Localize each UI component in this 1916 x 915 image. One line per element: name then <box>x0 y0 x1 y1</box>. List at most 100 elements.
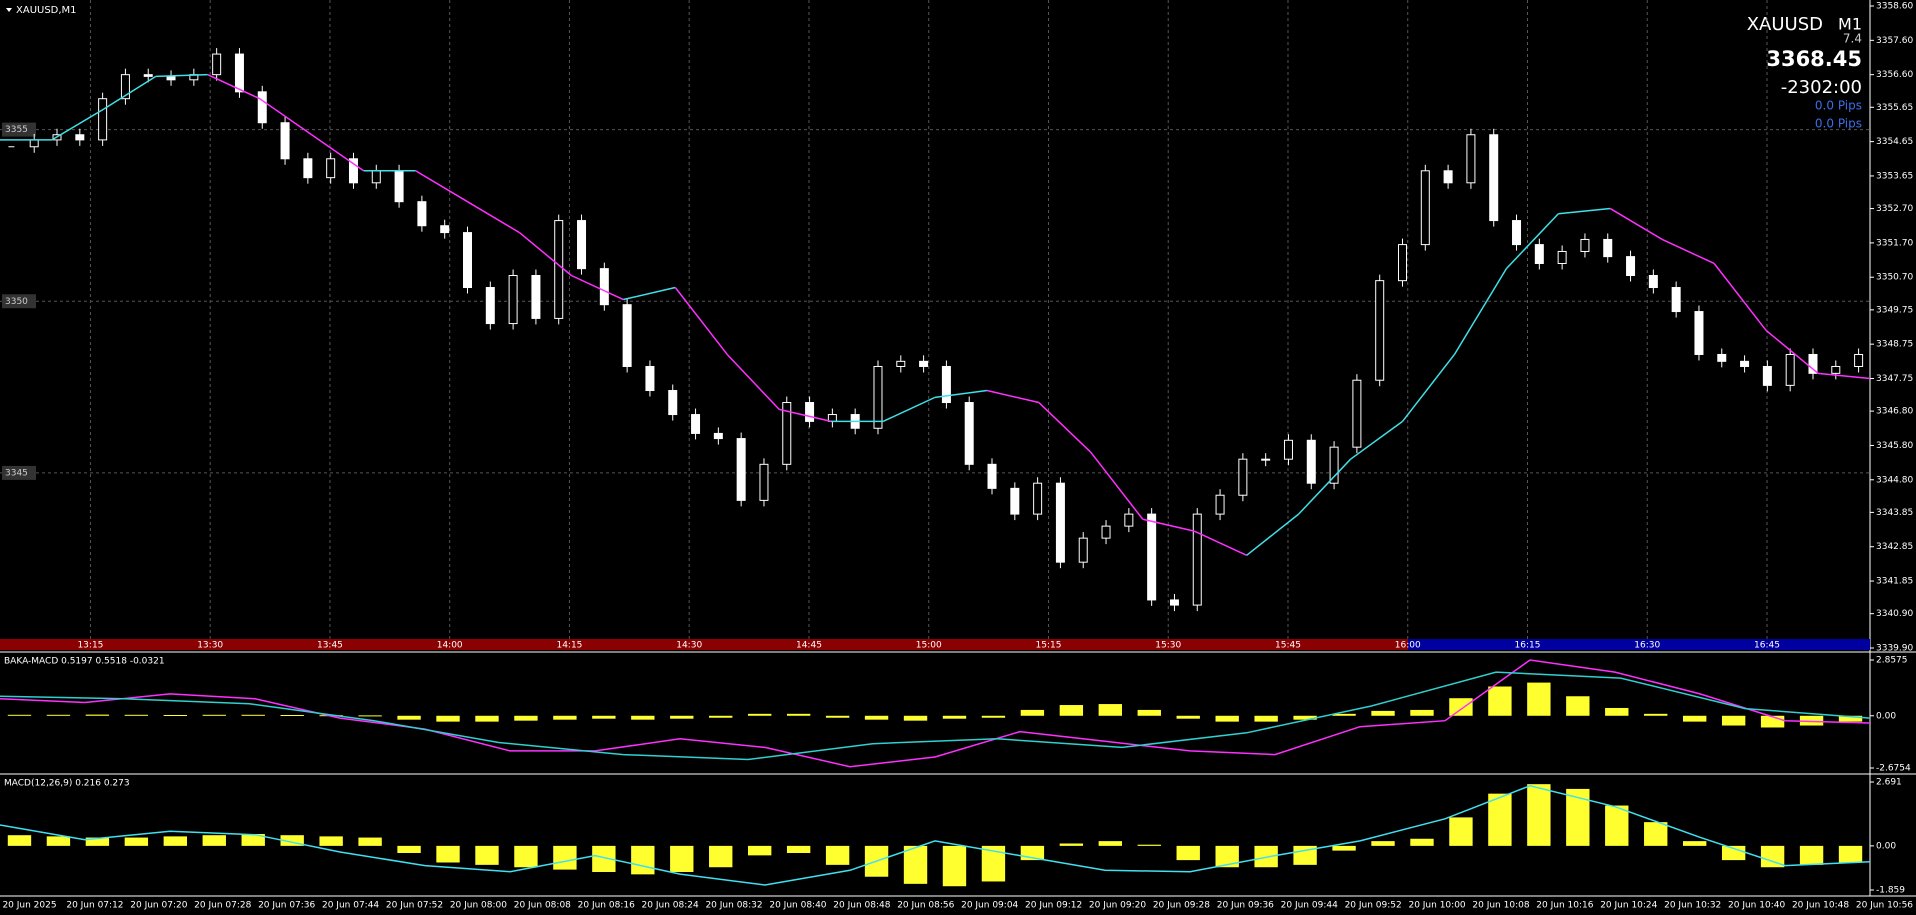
candle <box>1626 256 1636 277</box>
time-bar <box>1408 639 1870 650</box>
candle <box>1352 379 1362 448</box>
ma-segment <box>1453 268 1508 355</box>
y-tick-label: 3343.85 <box>1876 508 1913 518</box>
ma-segment <box>1765 329 1819 374</box>
date-label: 20 Jun 09:28 <box>1153 901 1210 911</box>
histogram-bar <box>397 715 421 720</box>
candle <box>782 402 792 465</box>
time-label: 16:30 <box>1634 641 1660 651</box>
candle <box>1854 353 1864 367</box>
histogram-bar <box>942 845 967 887</box>
candle <box>348 158 358 184</box>
histogram-bar <box>202 714 226 716</box>
date-label: 20 Jun 07:20 <box>130 901 187 911</box>
histogram-bar <box>709 845 733 868</box>
histogram-bar <box>1371 841 1395 846</box>
date-label: 20 Jun 07:44 <box>322 901 379 911</box>
ma-segment <box>1609 207 1663 241</box>
date-label: 20 Jun 2025 <box>2 901 56 911</box>
candle <box>1512 220 1522 246</box>
chart-title: XAUUSD,M1 <box>16 5 77 16</box>
ma-segment <box>415 170 468 203</box>
date-label: 20 Jun 07:36 <box>258 901 315 911</box>
candle <box>1010 487 1020 515</box>
histogram-bar <box>1098 841 1122 846</box>
histogram-bar <box>748 713 772 716</box>
candle <box>1694 311 1704 355</box>
histogram-bar <box>1644 822 1668 846</box>
menu-arrow[interactable] <box>6 8 12 12</box>
candle <box>440 225 450 234</box>
candle <box>1283 439 1293 460</box>
histogram-bar <box>1410 838 1434 846</box>
candle <box>1078 537 1088 563</box>
symbol: XAUUSD <box>1747 14 1823 35</box>
histogram-bar <box>1215 845 1239 868</box>
y-tick-label: 3339.90 <box>1876 644 1913 654</box>
histogram-bar <box>631 715 655 720</box>
ma-segment <box>882 396 936 423</box>
date-label: 20 Jun 10:32 <box>1664 901 1721 911</box>
candle <box>280 122 290 160</box>
date-label: 20 Jun 10:08 <box>1472 901 1529 911</box>
histogram-bar <box>1488 793 1512 846</box>
candle <box>805 402 815 422</box>
histogram-bar <box>358 837 382 846</box>
histogram-bar <box>1605 707 1629 716</box>
ma-segment <box>259 98 313 136</box>
y-tick-label: 3340.90 <box>1876 609 1913 619</box>
period: M1 <box>1838 15 1862 34</box>
candle <box>303 158 313 179</box>
histogram-bar <box>280 714 304 716</box>
ma-segment <box>1817 372 1871 380</box>
level-tag <box>2 122 36 137</box>
y-tick-label: 3355.65 <box>1876 103 1913 113</box>
date-label: 20 Jun 09:04 <box>961 901 1018 911</box>
date-label: 20 Jun 10:56 <box>1856 901 1913 911</box>
candle <box>120 74 130 100</box>
histogram-bar <box>436 715 460 722</box>
histogram-bar <box>670 845 694 872</box>
histogram-bar <box>1605 805 1629 846</box>
time-label: 15:30 <box>1155 641 1181 651</box>
time-label: 15:00 <box>916 641 942 651</box>
date-label: 20 Jun 07:28 <box>194 901 251 911</box>
y-tick-label: 3344.80 <box>1876 475 1913 485</box>
level-tag <box>2 465 36 480</box>
candle <box>29 139 39 148</box>
histogram-bar <box>1137 844 1161 846</box>
date-label: 20 Jun 08:08 <box>514 901 571 911</box>
histogram-bar <box>1683 841 1707 846</box>
level-label: 3350 <box>5 297 28 307</box>
ma-segment <box>778 408 832 423</box>
ma-segment <box>207 73 261 100</box>
ma-segment <box>726 353 780 410</box>
y-tick-label: -2.6754 <box>1876 764 1911 774</box>
time-label: 15:15 <box>1036 641 1062 651</box>
time-label: 13:15 <box>77 641 103 651</box>
candle <box>1648 275 1658 289</box>
ma-segment <box>1661 238 1715 265</box>
candle <box>873 365 883 429</box>
histogram-bar <box>1449 817 1473 846</box>
ma-segment <box>571 274 624 301</box>
candle <box>1785 353 1795 386</box>
histogram-bar <box>202 835 226 846</box>
histogram-bar <box>903 845 928 884</box>
candle <box>485 287 495 325</box>
candle <box>1420 170 1430 246</box>
histogram-bar <box>1566 788 1590 846</box>
histogram-bar <box>1760 845 1785 868</box>
candle <box>577 220 587 270</box>
histogram-bar <box>124 714 149 716</box>
date-label: 20 Jun 07:12 <box>66 901 123 911</box>
date-label: 20 Jun 08:00 <box>450 901 507 911</box>
time-label: 13:45 <box>317 641 343 651</box>
candle <box>896 360 906 367</box>
time-label: 14:30 <box>676 641 702 651</box>
pips: 0.0 Pips <box>1815 99 1862 113</box>
date-label: 20 Jun 10:48 <box>1792 901 1849 911</box>
histogram-bar <box>358 715 382 717</box>
indicator-line <box>0 785 1871 886</box>
ma-segment <box>1350 420 1403 460</box>
